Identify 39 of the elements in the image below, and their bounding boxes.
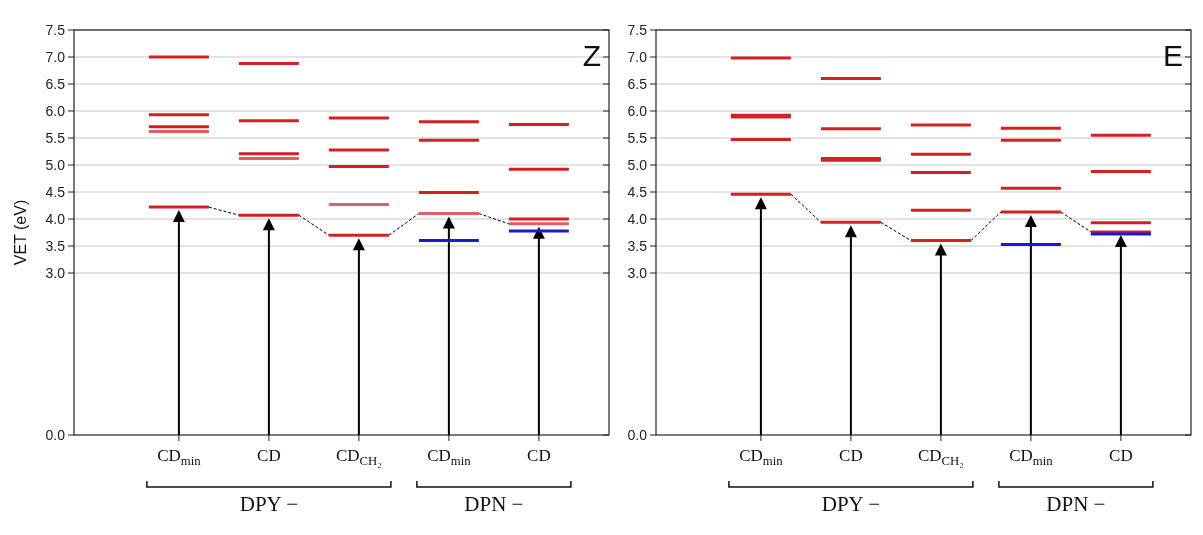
text: DPN − [464,492,524,516]
x-tick-label: CD [1109,446,1133,465]
y-tick-label: 4.5 [627,183,648,200]
y-tick-label: 5.0 [45,156,66,173]
y-tick-label: 0.0 [45,426,66,443]
y-tick-label: 6.0 [45,102,66,119]
y-tick-label: 3.0 [627,264,648,281]
x-tick-label: CD$_{min}$ [157,446,202,468]
y-tick-label: 3.5 [45,237,66,254]
y-tick-label: 6.5 [45,75,66,92]
x-tick-label: CD$_{min}$ [1009,446,1054,468]
x-tick-label: CD [257,446,281,465]
y-tick-label: 5.5 [627,129,648,146]
y-tick-label: 5.5 [45,129,66,146]
y-tick-label: 7.5 [45,21,66,38]
y-tick-label: 6.5 [627,75,648,92]
y-tick-label: 4.0 [627,210,648,227]
y-tick-label: 7.0 [627,48,648,65]
text: DPY − [239,492,299,516]
y-tick-label: 5.0 [627,156,648,173]
y-tick-label: 0.0 [627,426,648,443]
text: DPN − [1046,492,1106,516]
chart-title: E [1162,39,1183,72]
y-tick-label: 7.5 [627,21,648,38]
text: DPY − [821,492,881,516]
y-tick-label: 3.0 [45,264,66,281]
x-tick-label: CD [527,446,551,465]
y-tick-label: 3.5 [627,237,648,254]
y-tick-label: 7.0 [45,48,66,65]
chart-title: Z [582,39,601,72]
y-tick-label: 4.0 [45,210,66,227]
x-tick-label: CD$_{min}$ [427,446,472,468]
y-tick-label: 6.0 [627,102,648,119]
y-tick-label: 4.5 [45,183,66,200]
x-tick-label: CD [839,446,863,465]
x-tick-label: CD$_{min}$ [739,446,784,468]
x-tick-label: CD$_{CH₂}$ [917,446,964,468]
y-axis-title: VET (eV) [12,199,29,266]
x-tick-label: CD$_{CH₂}$ [335,446,382,468]
